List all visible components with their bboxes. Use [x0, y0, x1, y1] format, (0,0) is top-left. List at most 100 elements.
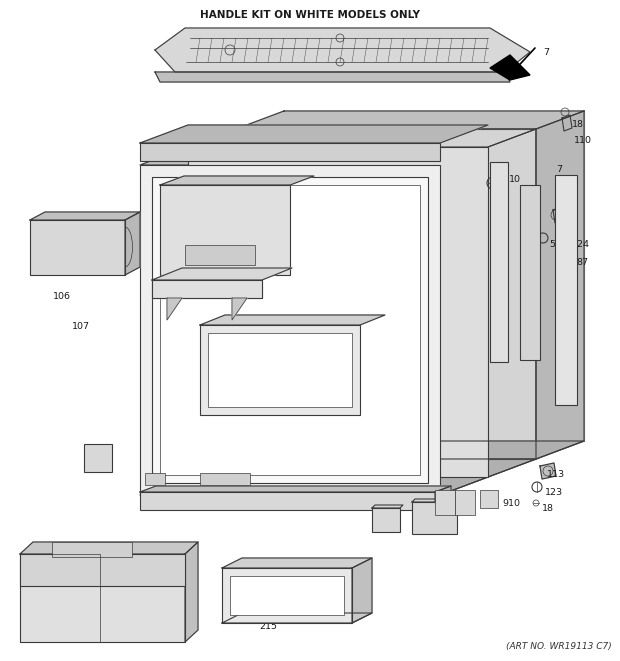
Text: 128: 128	[420, 515, 438, 524]
Text: 118: 118	[166, 265, 184, 274]
Text: 87: 87	[576, 258, 588, 267]
Text: 18: 18	[542, 504, 554, 513]
Text: 150: 150	[390, 368, 408, 377]
Bar	[30, 594, 160, 606]
Bar	[555, 175, 577, 405]
Bar	[222, 568, 352, 623]
Bar	[160, 185, 290, 275]
Text: 215: 215	[259, 622, 277, 631]
Bar	[236, 129, 536, 459]
Polygon shape	[440, 147, 488, 495]
Bar	[20, 554, 185, 586]
Text: 125: 125	[556, 390, 574, 399]
Text: 566: 566	[248, 470, 266, 479]
Bar	[140, 143, 440, 161]
Text: 123: 123	[545, 488, 563, 497]
Bar	[185, 245, 255, 265]
Polygon shape	[188, 129, 536, 147]
Text: 158: 158	[65, 610, 83, 619]
Bar	[140, 165, 440, 495]
Polygon shape	[352, 558, 372, 623]
Polygon shape	[536, 111, 584, 459]
Text: 10: 10	[509, 175, 521, 184]
Text: 921: 921	[406, 148, 424, 157]
Text: 104: 104	[413, 484, 431, 493]
Bar	[455, 490, 475, 515]
Polygon shape	[20, 542, 198, 554]
Bar	[160, 185, 420, 475]
Text: 106: 106	[60, 242, 78, 251]
Polygon shape	[488, 129, 536, 477]
Polygon shape	[140, 147, 488, 165]
Bar	[284, 111, 584, 441]
Text: (ART NO. WR19113 C7): (ART NO. WR19113 C7)	[507, 642, 612, 651]
Polygon shape	[222, 613, 372, 623]
Text: 29: 29	[348, 467, 360, 476]
Text: 105: 105	[376, 517, 394, 526]
Text: 105: 105	[90, 452, 108, 461]
Text: 127: 127	[212, 492, 230, 501]
Text: HANDLE KIT ON WHITE MODELS ONLY: HANDLE KIT ON WHITE MODELS ONLY	[200, 10, 420, 20]
Bar	[435, 490, 455, 515]
Bar	[200, 473, 250, 485]
Polygon shape	[562, 115, 572, 131]
Polygon shape	[155, 28, 530, 72]
Text: 124: 124	[572, 240, 590, 249]
Text: 115: 115	[434, 492, 452, 501]
Bar	[20, 554, 185, 642]
Bar	[52, 542, 132, 557]
Polygon shape	[553, 207, 562, 223]
Polygon shape	[152, 268, 292, 280]
Text: 109: 109	[335, 332, 353, 341]
Text: 107: 107	[72, 322, 90, 331]
Polygon shape	[435, 486, 451, 510]
Polygon shape	[222, 558, 372, 568]
Bar	[230, 576, 344, 615]
Bar	[140, 492, 435, 510]
Polygon shape	[30, 212, 140, 220]
Bar	[84, 444, 112, 472]
Polygon shape	[140, 486, 451, 492]
Text: 106: 106	[53, 292, 71, 301]
Polygon shape	[372, 505, 403, 508]
Text: 24: 24	[165, 175, 177, 184]
Text: 86: 86	[566, 214, 578, 223]
Text: 121: 121	[560, 305, 578, 314]
Text: 910: 910	[502, 499, 520, 508]
Polygon shape	[490, 55, 530, 80]
Text: 7: 7	[556, 165, 562, 174]
Polygon shape	[155, 72, 510, 82]
Bar	[145, 473, 165, 485]
Bar	[30, 220, 125, 275]
Bar	[490, 162, 508, 362]
Polygon shape	[152, 280, 262, 298]
Bar	[188, 147, 488, 477]
Bar	[560, 232, 576, 250]
Polygon shape	[160, 176, 314, 185]
Bar	[200, 325, 360, 415]
Text: 113: 113	[547, 470, 565, 479]
Polygon shape	[236, 111, 584, 129]
Bar	[520, 185, 540, 360]
Polygon shape	[412, 499, 460, 502]
Text: 28: 28	[162, 464, 174, 473]
Text: 157: 157	[33, 564, 51, 573]
Polygon shape	[140, 125, 488, 143]
Bar	[480, 490, 498, 508]
Polygon shape	[232, 298, 247, 320]
Polygon shape	[200, 315, 385, 325]
Text: 26: 26	[224, 460, 236, 469]
Text: 110: 110	[574, 136, 592, 145]
Text: 18: 18	[572, 120, 584, 129]
Text: 30: 30	[196, 138, 208, 147]
Bar	[412, 502, 457, 534]
Polygon shape	[140, 477, 488, 495]
Text: 156: 156	[64, 548, 82, 557]
Bar	[372, 508, 400, 532]
Text: 7: 7	[543, 48, 549, 57]
Polygon shape	[125, 212, 140, 275]
Polygon shape	[540, 463, 556, 479]
Text: 103: 103	[390, 484, 408, 493]
Text: ereplacementparts.com: ereplacementparts.com	[235, 324, 385, 337]
Bar	[20, 554, 100, 642]
